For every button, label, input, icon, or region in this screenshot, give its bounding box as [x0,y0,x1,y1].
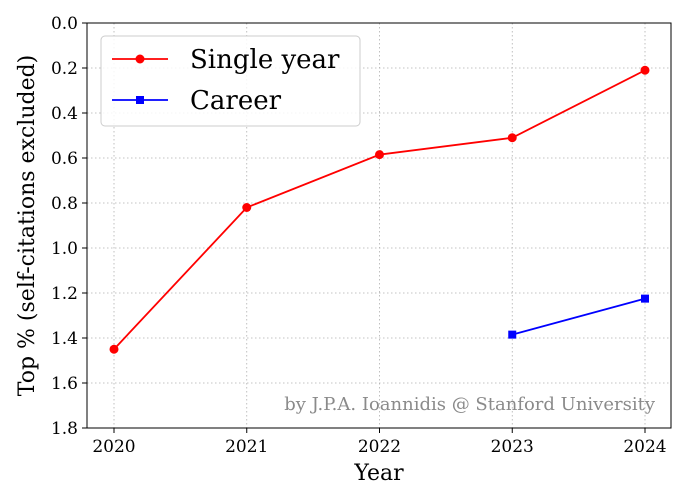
legend-marker-career [136,96,144,104]
x-tick-label: 2020 [92,437,135,457]
x-tick-label: 2021 [225,437,268,457]
y-tick-label: 1.4 [51,329,78,349]
x-tick-label: 2024 [623,437,666,457]
y-tick-label: 0.4 [51,104,78,124]
data-point-single-year [375,150,384,160]
y-tick-label: 1.2 [51,284,78,304]
data-point-single-year [640,65,650,75]
x-axis: 2020 2021 2022 2023 2024 [92,428,667,457]
legend: Single year Career [100,35,361,127]
y-tick-label: 0.2 [51,59,78,79]
y-tick-label: 1.0 [51,239,78,259]
data-point-single-year [109,344,119,354]
y-tick-label: 1.6 [51,374,78,394]
x-tick-label: 2022 [358,437,401,457]
legend-label-career: Career [190,86,282,116]
data-point-career [641,294,649,303]
y-tick-label: 0.6 [51,149,78,169]
y-tick-label: 0.0 [51,14,78,34]
y-tick-label: 0.8 [51,194,78,214]
series-line-career [512,297,646,336]
legend-marker-single-year [135,54,145,64]
data-point-single-year [242,203,252,212]
x-axis-label: Year [353,461,404,486]
x-tick-label: 2023 [491,437,534,457]
data-point-career [508,330,517,339]
series-layer [109,65,650,354]
data-point-single-year [507,133,517,143]
watermark-text: by J.P.A. Ioannidis @ Stanford Universit… [284,394,656,415]
y-axis-label: Top % (self-citations excluded) [15,55,40,397]
legend-label-single-year: Single year [190,45,340,75]
y-axis: 0.0 0.2 0.4 0.6 0.8 1.0 1.2 1.4 1.6 1.8 [51,14,87,439]
y-tick-label: 1.8 [51,419,78,439]
